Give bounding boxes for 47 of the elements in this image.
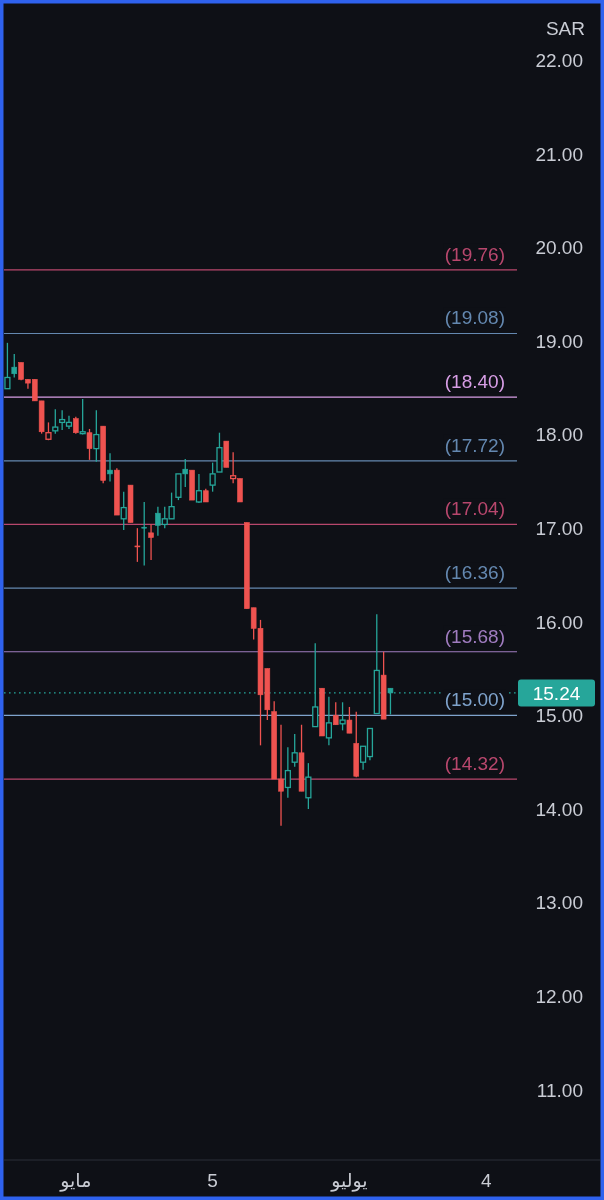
candlestick	[120, 491, 127, 531]
y-axis-title: SAR	[545, 17, 585, 39]
ref-line-label: (17.04)	[444, 498, 505, 520]
y-tick-label: 22.00	[535, 50, 583, 71]
candlestick	[291, 733, 298, 768]
y-tick-label: 14.00	[535, 798, 583, 820]
y-tick-label: 11.00	[536, 1079, 583, 1101]
y-tick-label: 12.00	[535, 986, 583, 1008]
x-tick-label: 5	[207, 1169, 218, 1191]
x-tick-label: يوليو	[330, 1169, 368, 1192]
ref-line-label: (16.36)	[444, 562, 505, 584]
candlestick	[93, 409, 100, 463]
y-tick-label: 15.00	[535, 705, 583, 727]
y-tick-label: 17.00	[535, 518, 583, 540]
candlestick	[346, 706, 353, 734]
x-tick-label: مايو	[59, 1169, 92, 1192]
ref-line-label: 15.24	[518, 679, 595, 707]
candlestick	[107, 452, 113, 483]
candlestick	[209, 462, 216, 493]
ref-line-label: (19.76)	[444, 243, 505, 265]
candlestick	[339, 701, 346, 732]
candlestick	[141, 501, 147, 567]
y-tick-label: 16.00	[535, 611, 583, 633]
ref-line-label: 15.24	[532, 682, 581, 704]
y-tick-label: 19.00	[535, 330, 583, 352]
ref-line-label: (15.00)	[444, 689, 505, 711]
ref-line-label: (18.40)	[444, 371, 505, 393]
candlestick	[79, 398, 86, 436]
candlestick	[284, 746, 291, 799]
y-tick-label: 21.00	[535, 143, 583, 165]
y-tick-label: 18.00	[535, 424, 583, 446]
ref-line-label: (14.32)	[444, 753, 505, 775]
candlestick	[134, 527, 141, 563]
ref-line-label: (15.68)	[444, 625, 505, 647]
candlestick	[305, 762, 312, 810]
candlestick	[325, 696, 333, 746]
x-tick-label: 4	[480, 1169, 492, 1191]
candlestick	[86, 428, 93, 461]
candlestick	[332, 701, 339, 726]
candlestick	[11, 353, 18, 379]
ref-line-label: (17.72)	[444, 434, 505, 456]
y-tick-label: 13.00	[535, 892, 583, 914]
candlestick	[52, 408, 59, 435]
y-tick-label: 20.00	[535, 237, 583, 259]
candlestick	[195, 473, 203, 504]
candlestick	[148, 523, 154, 561]
ref-line-label: (19.08)	[444, 307, 505, 329]
